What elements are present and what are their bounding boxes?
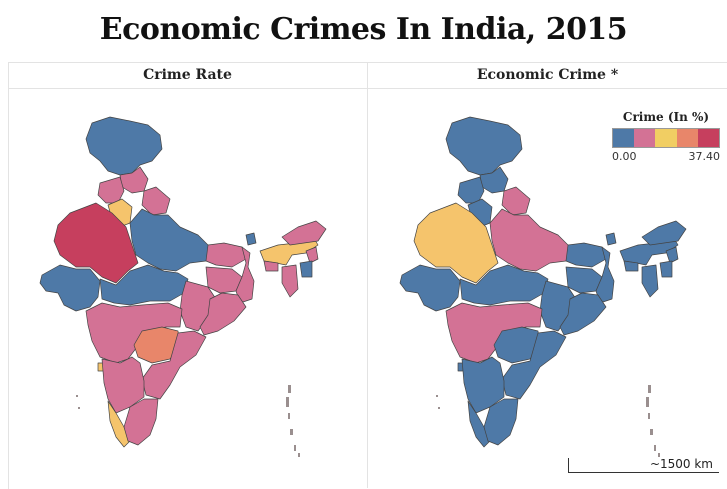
state-rajasthan[interactable] — [53, 202, 139, 284]
legend-swatch-5 — [697, 129, 720, 147]
state-west-bengal[interactable] — [595, 246, 615, 304]
state-odisha[interactable] — [199, 292, 247, 336]
legend-labels: 0.00 37.40 — [612, 150, 720, 163]
crime-rate-map — [39, 116, 327, 457]
legend-swatch-2 — [634, 129, 656, 147]
state-layer — [399, 116, 687, 457]
state-nagaland[interactable] — [305, 246, 319, 264]
state-uttar-pradesh[interactable] — [489, 208, 571, 272]
panel-title-economic-crime: Economic Crime * — [476, 67, 619, 83]
state-jammu-kashmir[interactable] — [445, 116, 523, 176]
legend-title: Crime (In %) — [622, 110, 710, 124]
state-tamil-nadu[interactable] — [123, 398, 159, 446]
state-kerala[interactable] — [467, 400, 491, 448]
state-sikkim[interactable] — [605, 232, 617, 246]
legend-swatch-1 — [613, 129, 635, 147]
state-andhra-pradesh[interactable] — [141, 330, 207, 400]
state-uttarakhand[interactable] — [141, 186, 171, 216]
state-uttar-pradesh[interactable] — [129, 208, 211, 272]
islands-lakshadweep — [76, 395, 80, 409]
state-meghalaya[interactable] — [263, 260, 279, 272]
state-himachal-pradesh[interactable] — [479, 166, 509, 194]
state-telangana[interactable] — [493, 326, 541, 364]
economic-crime-map — [399, 116, 687, 457]
state-punjab[interactable] — [457, 176, 485, 204]
scale-bar: ~1500 km — [568, 457, 719, 473]
panel-divider — [367, 62, 368, 488]
state-tripura-mizoram[interactable] — [641, 264, 659, 298]
legend-color-bar — [612, 128, 720, 148]
legend-min-label: 0.00 — [612, 150, 637, 163]
state-kerala[interactable] — [107, 400, 131, 448]
state-sikkim[interactable] — [245, 232, 257, 246]
islands-andaman-nicobar — [286, 385, 300, 457]
state-bihar[interactable] — [565, 242, 607, 268]
state-tamil-nadu[interactable] — [483, 398, 519, 446]
state-bihar[interactable] — [205, 242, 247, 268]
state-rajasthan[interactable] — [413, 202, 499, 284]
map-title: Economic Crimes In India, 2015 — [99, 12, 628, 47]
state-himachal-pradesh[interactable] — [119, 166, 149, 194]
state-gujarat[interactable] — [399, 264, 461, 312]
islands-andaman-nicobar — [646, 385, 660, 457]
state-gujarat[interactable] — [39, 264, 101, 312]
state-jammu-kashmir[interactable] — [85, 116, 163, 176]
state-west-bengal[interactable] — [235, 246, 255, 304]
state-andhra-pradesh[interactable] — [501, 330, 567, 400]
state-punjab[interactable] — [97, 176, 125, 204]
panel-title-crime-rate: Crime Rate — [143, 67, 232, 83]
legend-swatch-4 — [676, 129, 698, 147]
state-nagaland[interactable] — [665, 246, 679, 264]
state-uttarakhand[interactable] — [501, 186, 531, 216]
state-tripura-mizoram[interactable] — [281, 264, 299, 298]
scale-label: ~1500 km — [649, 457, 713, 471]
state-odisha[interactable] — [559, 292, 607, 336]
state-arunachal-pradesh[interactable] — [281, 220, 327, 246]
state-karnataka[interactable] — [101, 356, 145, 414]
header-divider — [8, 88, 727, 89]
state-manipur[interactable] — [659, 260, 673, 278]
color-legend: Crime (In %) 0.00 37.40 — [612, 110, 720, 163]
state-layer — [39, 116, 327, 457]
state-telangana[interactable] — [133, 326, 181, 364]
state-karnataka[interactable] — [461, 356, 505, 414]
islands-lakshadweep — [436, 395, 440, 409]
state-arunachal-pradesh[interactable] — [641, 220, 687, 246]
legend-max-label: 37.40 — [688, 150, 721, 163]
state-meghalaya[interactable] — [623, 260, 639, 272]
legend-swatch-3 — [655, 129, 677, 147]
state-manipur[interactable] — [299, 260, 313, 278]
